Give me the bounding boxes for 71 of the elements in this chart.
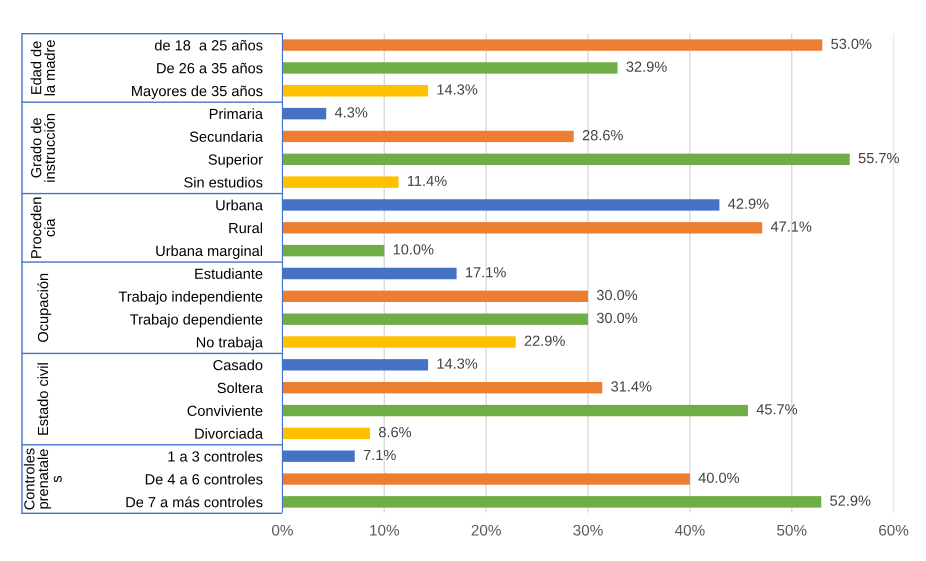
bar xyxy=(282,62,618,74)
y-tick-label: Primaria xyxy=(210,108,263,120)
bar xyxy=(282,176,399,188)
y-tick-label: Estudiante xyxy=(195,268,262,279)
data-label: 30.0% xyxy=(596,312,638,324)
data-label: 30.0% xyxy=(596,290,638,300)
x-tick-label: 50% xyxy=(777,524,806,536)
y-tick-label: Soltera xyxy=(217,382,263,394)
data-label: 11.4% xyxy=(408,176,447,186)
y-tick-label: Superior xyxy=(208,154,263,168)
y-tick-label: Trabajo independiente xyxy=(118,291,262,305)
y-tick-label: Rural xyxy=(229,222,262,234)
bar xyxy=(282,428,370,440)
x-tick-label: 40% xyxy=(674,524,705,536)
y-tick-label: Urbana marginal xyxy=(156,245,262,259)
x-tick-label: 0% xyxy=(272,524,293,536)
y-tick-label: Casado xyxy=(213,360,262,370)
bar xyxy=(282,39,822,51)
text: Controles prenatale s xyxy=(24,448,62,510)
y-tick-label: De 7 a más controles xyxy=(126,496,262,508)
data-label: 31.4% xyxy=(611,381,652,392)
bar xyxy=(282,222,762,234)
data-label: 8.6% xyxy=(378,426,412,438)
text: Edad de la madre xyxy=(30,40,55,96)
data-label: 32.9% xyxy=(626,62,667,72)
data-label: 42.9% xyxy=(728,198,769,209)
y-tick-label: Mayores de 35 años xyxy=(132,85,262,100)
data-label: 28.6% xyxy=(582,130,623,140)
y-tick-label: de 18 a 25 años xyxy=(154,40,262,51)
data-label: 53.0% xyxy=(831,38,872,49)
y-tick-label: Divorciada xyxy=(195,428,263,439)
data-label: 4.3% xyxy=(334,107,368,118)
y-tick-label: Urbana xyxy=(216,200,263,210)
x-tick-label: 10% xyxy=(370,524,400,536)
y-tick-label: Sin estudios xyxy=(184,176,262,188)
data-label: 10.0% xyxy=(394,244,434,255)
y-tick-label: No trabaja xyxy=(196,336,263,350)
y-tick-label: De 26 a 35 años xyxy=(157,62,262,74)
bar xyxy=(282,382,602,394)
bar xyxy=(282,244,384,256)
bar xyxy=(282,313,588,325)
bar xyxy=(282,290,588,302)
text: Estado civil xyxy=(37,363,48,435)
y-tick-label: De 4 a 6 controles xyxy=(146,474,262,484)
y-tick-label: Trabajo dependiente xyxy=(130,314,262,328)
y-tick-label: Secundaria xyxy=(190,131,263,142)
bar xyxy=(282,154,850,165)
data-label: 45.7% xyxy=(756,404,798,414)
data-label: 17.1% xyxy=(466,267,506,278)
text: Grado de instrucción xyxy=(30,114,55,182)
bar xyxy=(282,404,748,416)
bar xyxy=(282,130,574,142)
x-tick-label: 30% xyxy=(573,524,603,536)
bar xyxy=(282,496,822,508)
data-label: 14.3% xyxy=(438,84,478,95)
data-label: 55.7% xyxy=(858,152,899,164)
y-tick-label: Conviviente xyxy=(188,405,262,416)
x-tick-label: 60% xyxy=(879,524,908,536)
data-label: 22.9% xyxy=(524,336,565,346)
data-label: 47.1% xyxy=(770,221,812,232)
data-label: 7.1% xyxy=(364,450,396,460)
x-tick-label: 20% xyxy=(472,524,501,536)
text: Proceden cia xyxy=(30,198,55,258)
text: Ocupación xyxy=(37,274,52,342)
y-tick-label: 1 a 3 controles xyxy=(168,450,262,462)
bar xyxy=(282,336,516,348)
data-label: 52.9% xyxy=(830,495,870,506)
data-label: 40.0% xyxy=(698,472,740,483)
data-label: 14.3% xyxy=(438,358,478,369)
bar xyxy=(282,473,690,485)
bar xyxy=(282,85,428,96)
